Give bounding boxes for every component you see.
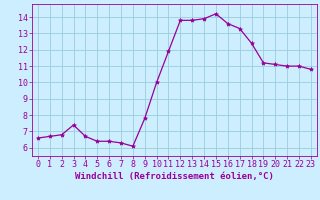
X-axis label: Windchill (Refroidissement éolien,°C): Windchill (Refroidissement éolien,°C) bbox=[75, 172, 274, 181]
